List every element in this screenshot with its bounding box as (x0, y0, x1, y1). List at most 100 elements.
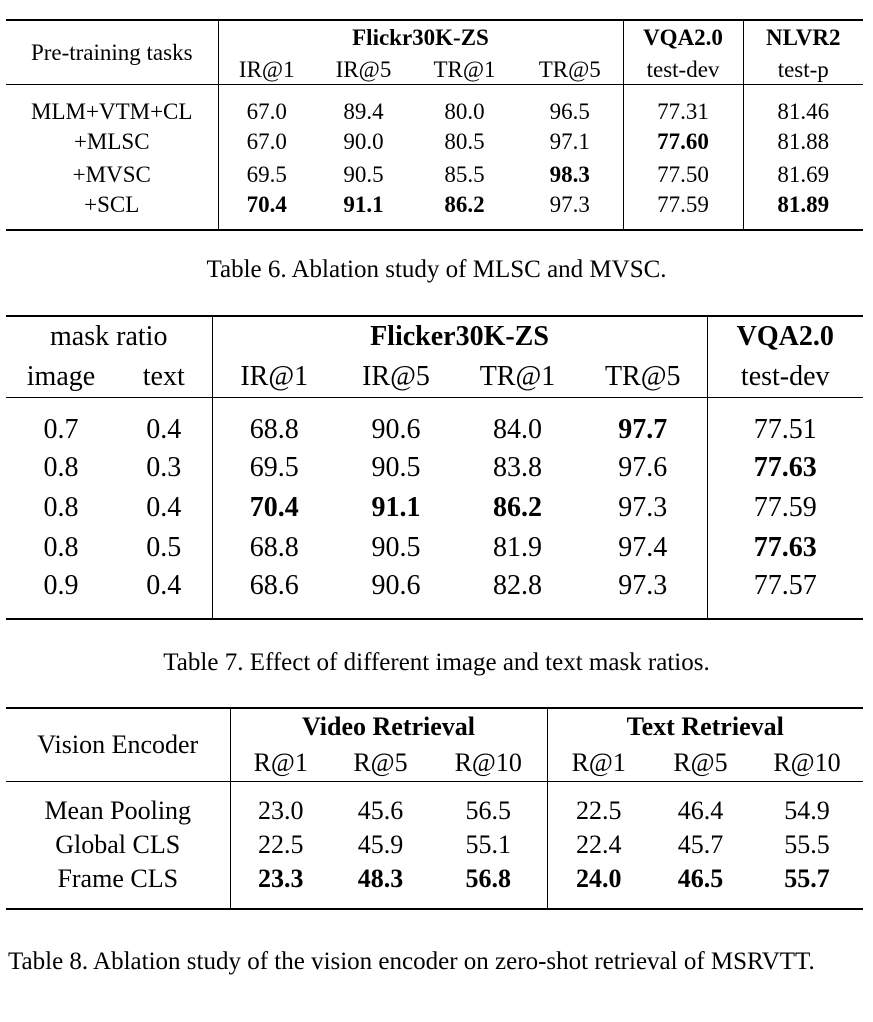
pretrain-tasks-header: Pre-training tasks (6, 20, 218, 85)
cell: 0.8 (43, 452, 79, 483)
vision-encoder-header: Vision Encoder (6, 708, 230, 782)
col-header: test-dev (706, 357, 863, 398)
cell-best: 81.89 (742, 191, 863, 230)
table-6-caption: Table 6. Ablation study of MLSC and MVSC… (206, 256, 667, 283)
cell-best: 55.7 (784, 864, 830, 893)
vision-encoder-table-8: Vision Encoder Video Retrieval Text Retr… (6, 707, 863, 910)
col-header: text (142, 361, 185, 392)
cell: 96.5 (549, 99, 590, 124)
col-header: test-p (742, 54, 863, 85)
cell: 54.9 (784, 796, 830, 825)
cell: 82.8 (493, 570, 542, 601)
mask-ratio-header: mask ratio (50, 321, 168, 352)
table-row: MLM+VTM+CL 67.0 89.4 80.0 96.5 77.31 81.… (6, 84, 863, 125)
col-header: image (26, 361, 96, 392)
cell: 97.1 (549, 129, 590, 154)
cell: 77.59 (622, 191, 743, 230)
cell: 0.4 (146, 492, 182, 523)
table-row: +MLSC 67.0 90.0 80.5 97.1 77.60 81.88 (6, 125, 863, 158)
row-label: +MVSC (72, 162, 151, 187)
cell: 0.4 (146, 570, 182, 601)
cell: 67.0 (217, 84, 315, 125)
cell: 77.31 (622, 84, 743, 125)
cell-best: 91.1 (343, 192, 384, 217)
table-row: 0.8 0.5 68.8 90.5 81.9 97.4 77.63 (6, 528, 863, 568)
cell: 22.5 (546, 781, 650, 827)
cell: 81.9 (493, 532, 542, 563)
row-label: Frame CLS (57, 864, 179, 893)
row-label: +MLSC (73, 129, 150, 154)
cell: 22.5 (229, 827, 331, 863)
col-header: R@1 (546, 745, 650, 782)
col-header: R@1 (229, 745, 331, 782)
col-header: TR@1 (433, 56, 496, 82)
cell: 85.5 (444, 162, 485, 187)
cell-best: 70.4 (217, 191, 315, 230)
col-header: R@5 (353, 748, 408, 777)
cell: 0.3 (146, 452, 182, 483)
row-label: +SCL (84, 192, 140, 217)
cell: 23.0 (229, 781, 331, 827)
mask-ratio-table-7: mask ratio Flicker30K-ZS VQA2.0 image te… (6, 315, 863, 620)
cell-best: 56.8 (465, 864, 512, 893)
cell: 97.3 (549, 192, 590, 217)
vqa-header: VQA2.0 (622, 20, 743, 54)
table-row: Global CLS 22.5 45.9 55.1 22.4 45.7 55.5 (6, 827, 863, 863)
cell: 0.4 (146, 414, 182, 445)
cell: 55.5 (784, 830, 830, 859)
cell: 81.88 (742, 125, 863, 158)
cell: 68.6 (211, 568, 336, 619)
cell-best: 97.7 (618, 414, 668, 445)
col-header: R@10 (454, 748, 522, 777)
cell: 45.6 (357, 796, 404, 825)
cell: 90.0 (343, 129, 384, 154)
cell-best: 70.4 (211, 488, 336, 528)
cell-best: 23.3 (229, 863, 331, 909)
col-header: TR@5 (604, 361, 681, 392)
col-header: IR@1 (211, 357, 336, 398)
cell-best: 86.2 (493, 492, 542, 523)
cell-best: 91.1 (371, 492, 421, 523)
col-header: TR@5 (538, 56, 601, 82)
cell: 90.5 (371, 452, 421, 483)
cell-best: 46.5 (677, 864, 724, 893)
row-label: MLM+VTM+CL (31, 99, 193, 124)
cell-best: 77.63 (706, 448, 863, 488)
cell: 97.3 (618, 570, 668, 601)
ablation-table-6: Pre-training tasks Flickr30K-ZS VQA2.0 N… (6, 19, 863, 231)
cell: 68.8 (211, 528, 336, 568)
cell: 97.3 (618, 492, 668, 523)
cell-best: 77.60 (622, 125, 743, 158)
col-header: test-dev (622, 54, 743, 85)
cell: 46.4 (677, 796, 724, 825)
vqa-header: VQA2.0 (706, 316, 863, 357)
cell: 0.5 (146, 532, 182, 563)
col-header: IR@5 (362, 361, 430, 392)
cell: 81.69 (742, 158, 863, 191)
table-row: 0.8 0.3 69.5 90.5 83.8 97.6 77.63 (6, 448, 863, 488)
col-header: R@5 (673, 748, 728, 777)
table-row: Frame CLS 23.3 48.3 56.8 24.0 46.5 55.7 (6, 863, 863, 909)
cell: 0.9 (43, 570, 79, 601)
table-row: Mean Pooling 23.0 45.6 56.5 22.5 46.4 54… (6, 781, 863, 827)
cell-best: 86.2 (444, 192, 485, 217)
col-header: IR@5 (335, 56, 392, 82)
table-7-caption: Table 7. Effect of different image and t… (163, 649, 710, 676)
cell: 84.0 (493, 414, 542, 445)
cell: 83.8 (493, 452, 542, 483)
cell: 80.5 (444, 129, 485, 154)
cell: 0.8 (43, 532, 79, 563)
cell: 67.0 (217, 125, 315, 158)
cell: 77.59 (706, 488, 863, 528)
cell: 81.46 (742, 84, 863, 125)
table-row: 0.8 0.4 70.4 91.1 86.2 97.3 77.59 (6, 488, 863, 528)
table-row: +MVSC 69.5 90.5 85.5 98.3 77.50 81.69 (6, 158, 863, 191)
cell: 45.9 (357, 830, 404, 859)
cell: 80.0 (444, 99, 485, 124)
cell: 45.7 (677, 830, 724, 859)
flickr-header: Flicker30K-ZS (211, 316, 707, 357)
cell-best: 48.3 (357, 864, 404, 893)
table-row: 0.7 0.4 68.8 90.6 84.0 97.7 77.51 (6, 397, 863, 448)
cell: 22.4 (546, 827, 650, 863)
table-8-caption: Table 8. Ablation study of the vision en… (8, 948, 815, 975)
